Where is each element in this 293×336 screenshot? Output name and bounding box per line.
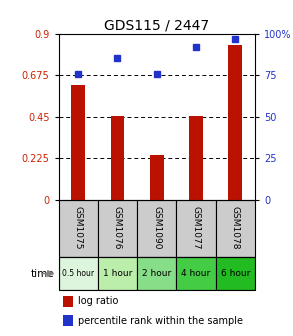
Text: 6 hour: 6 hour <box>221 269 250 278</box>
Text: GSM1090: GSM1090 <box>152 206 161 250</box>
Text: time: time <box>31 268 55 279</box>
Text: 4 hour: 4 hour <box>181 269 211 278</box>
FancyBboxPatch shape <box>176 200 216 257</box>
Text: 1 hour: 1 hour <box>103 269 132 278</box>
FancyBboxPatch shape <box>59 257 98 290</box>
Text: GSM1076: GSM1076 <box>113 206 122 250</box>
Title: GDS115 / 2447: GDS115 / 2447 <box>104 18 209 33</box>
Text: percentile rank within the sample: percentile rank within the sample <box>78 316 243 326</box>
FancyBboxPatch shape <box>98 200 137 257</box>
FancyBboxPatch shape <box>59 200 98 257</box>
FancyBboxPatch shape <box>137 200 176 257</box>
FancyBboxPatch shape <box>176 257 216 290</box>
Text: 2 hour: 2 hour <box>142 269 171 278</box>
FancyBboxPatch shape <box>216 200 255 257</box>
Bar <box>71 85 85 200</box>
Bar <box>62 315 73 326</box>
Bar <box>229 45 242 200</box>
Text: 0.5 hour: 0.5 hour <box>62 269 94 278</box>
FancyBboxPatch shape <box>98 257 137 290</box>
Text: GSM1078: GSM1078 <box>231 206 240 250</box>
FancyBboxPatch shape <box>137 257 176 290</box>
Text: log ratio: log ratio <box>78 296 119 306</box>
Bar <box>189 116 203 200</box>
Bar <box>111 116 124 200</box>
FancyBboxPatch shape <box>216 257 255 290</box>
Text: GSM1077: GSM1077 <box>192 206 200 250</box>
Text: GSM1075: GSM1075 <box>74 206 83 250</box>
Bar <box>150 155 163 200</box>
Bar <box>62 296 73 307</box>
